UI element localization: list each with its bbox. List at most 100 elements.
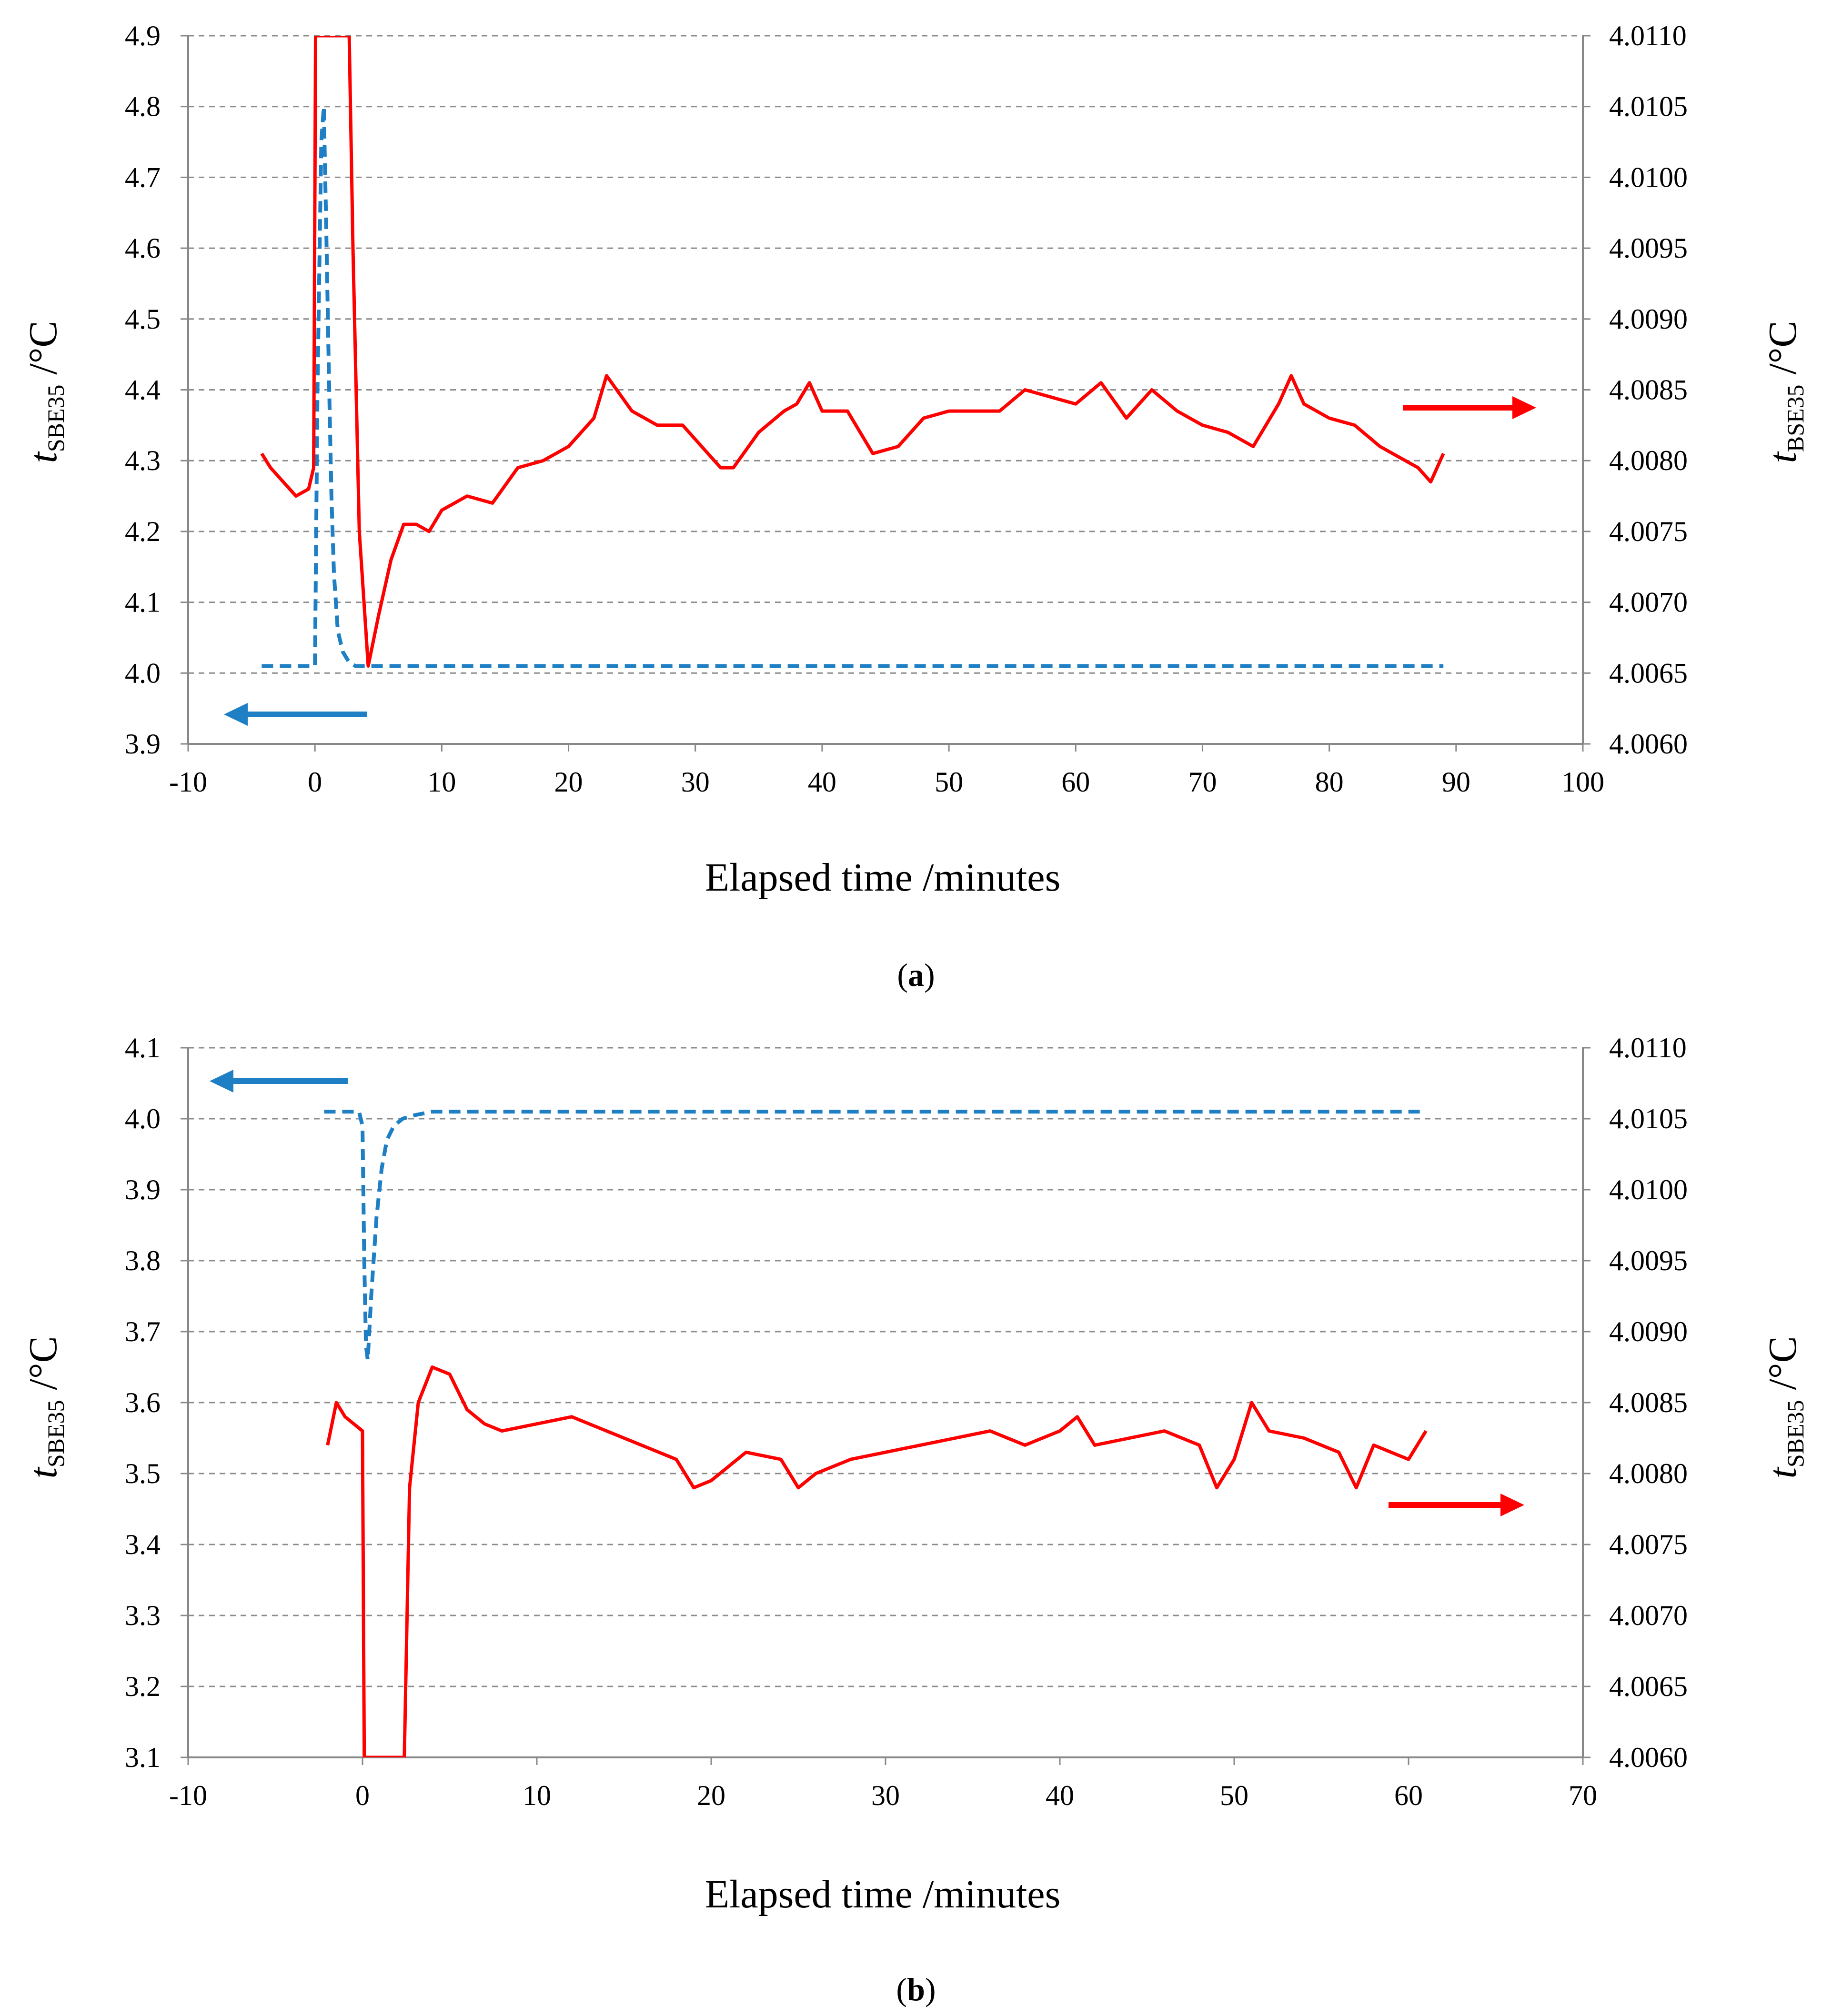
chart-b-arrow-right-head bbox=[1500, 1494, 1524, 1516]
chart-a: 3.9 4.0060 4.0 4.0065 4.1 4.0070 4.2 4.0075 4.3 4… bbox=[21, 20, 1809, 993]
chart-b-ytick-left: 3.2 bbox=[125, 1671, 161, 1702]
chart-a-ytick-right: 4.0085 bbox=[1609, 374, 1688, 406]
chart-b-ytick-right: 4.0100 bbox=[1609, 1174, 1688, 1205]
chart-b-ytick-right: 4.0095 bbox=[1609, 1245, 1688, 1276]
chart-b-xtick: 10 bbox=[523, 1780, 551, 1811]
chart-b-ytick-left: 3.1 bbox=[125, 1742, 161, 1773]
chart-b-ylabel-right-base: t bbox=[1761, 1466, 1805, 1479]
chart-b-ylabel-right-unit: /°C bbox=[1761, 1336, 1805, 1400]
chart-b-ytick-right: 4.0060 bbox=[1609, 1742, 1688, 1773]
chart-b-grid bbox=[188, 1047, 1583, 1687]
chart-b-ylabel-left: tSBE35 /°C bbox=[21, 1336, 69, 1478]
chart-a-ytick-left: 4.7 bbox=[125, 161, 161, 193]
chart-a-ylabel-right-base: t bbox=[1761, 451, 1805, 463]
chart-a-ytick-left: 4.1 bbox=[125, 587, 161, 618]
chart-b-ytick-left: 4.0 bbox=[125, 1103, 161, 1134]
chart-a-series-right-solid bbox=[260, 36, 1445, 668]
chart-b-xtick: 50 bbox=[1220, 1780, 1248, 1811]
chart-a-ylabel-left-base: t bbox=[21, 451, 65, 463]
chart-a-caption: (a) bbox=[897, 957, 935, 993]
chart-b-ytick-right: 4.0110 bbox=[1609, 1032, 1687, 1063]
chart-b-arrow-left-head bbox=[210, 1070, 233, 1093]
chart-a-xtick: -10 bbox=[169, 766, 207, 798]
chart-b-ytick-left: 4.1 bbox=[125, 1032, 161, 1063]
chart-a-ylabel-left-unit: /°C bbox=[21, 321, 65, 384]
chart-b-ytick-left: 3.3 bbox=[125, 1600, 161, 1631]
chart-a-xtick: 60 bbox=[1061, 766, 1090, 798]
chart-a-ylabel-right: tBSE35 /°C bbox=[1761, 321, 1809, 463]
chart-a-xtick: 40 bbox=[808, 766, 836, 798]
chart-b-xtick: 0 bbox=[355, 1780, 370, 1811]
chart-b-caption: (b) bbox=[896, 1971, 936, 2007]
chart-a-series-left-dashed bbox=[262, 104, 1444, 668]
chart-a-ytick-right: 4.0060 bbox=[1609, 728, 1688, 760]
chart-a-ytick-right: 4.0080 bbox=[1609, 445, 1688, 476]
chart-b-ylabel-right: tSBE35 /°C bbox=[1761, 1336, 1809, 1478]
chart-a-ytick-right: 4.0070 bbox=[1609, 587, 1688, 618]
chart-b-series-left-dashed bbox=[324, 1110, 1426, 1362]
chart-a-xtick: 20 bbox=[554, 766, 583, 798]
chart-a-grid bbox=[188, 35, 1583, 674]
chart-b-xtick: 70 bbox=[1569, 1780, 1597, 1811]
chart-b-ytick-left: 3.7 bbox=[125, 1316, 161, 1347]
chart-b-ytick-left: 3.8 bbox=[125, 1245, 161, 1276]
chart-a-ytick-right: 4.0105 bbox=[1609, 91, 1688, 122]
chart-a-ylabel-left: tSBE35 /°C bbox=[21, 321, 69, 463]
chart-b-ytick-right: 4.0090 bbox=[1609, 1316, 1688, 1347]
chart-a-ytick-left: 4.8 bbox=[125, 91, 161, 122]
chart-a-arrow-left-head bbox=[224, 703, 248, 726]
chart-b-ylabel-left-sub: SBE35 bbox=[42, 1400, 69, 1467]
chart-a-xtick: 50 bbox=[935, 766, 963, 798]
chart-b-ytick-right: 4.0105 bbox=[1609, 1103, 1688, 1134]
chart-a-axes bbox=[181, 35, 1590, 752]
chart-a-ytick-left: 4.5 bbox=[125, 303, 161, 335]
chart-a-series bbox=[260, 36, 1445, 668]
chart-a-arrow-right-head bbox=[1512, 396, 1536, 419]
chart-b-ylabel-right-sub: SBE35 bbox=[1782, 1400, 1809, 1467]
chart-a-xtick: 100 bbox=[1561, 766, 1604, 798]
chart-b-xtick: -10 bbox=[169, 1780, 207, 1811]
chart-a-ytick-left: 4.3 bbox=[125, 445, 161, 476]
chart-b-ytick-right: 4.0080 bbox=[1609, 1458, 1688, 1489]
chart-b-arrows bbox=[210, 1070, 1524, 1516]
chart-a-xtick: 70 bbox=[1188, 766, 1217, 798]
chart-a-ytick-right: 4.0100 bbox=[1609, 161, 1688, 193]
chart-b-ytick-left: 3.9 bbox=[125, 1174, 161, 1205]
chart-a-ytick-left: 4.9 bbox=[125, 20, 161, 51]
chart-a-ylabel-right-sub: BSE35 bbox=[1782, 384, 1809, 452]
chart-a-ytick-right: 4.0065 bbox=[1609, 657, 1688, 689]
chart-b-series bbox=[324, 1110, 1428, 1757]
chart-b-xlabel: Elapsed time /minutes bbox=[705, 1872, 1061, 1916]
chart-b-ytick-left: 3.6 bbox=[125, 1387, 161, 1418]
chart-a-ytick-right: 4.0095 bbox=[1609, 232, 1688, 264]
chart-b-caption-letter: b bbox=[907, 1971, 925, 2007]
chart-a-caption-letter: a bbox=[908, 957, 924, 993]
chart-b-ytick-left: 3.5 bbox=[125, 1458, 161, 1489]
chart-b-xtick: 40 bbox=[1046, 1780, 1074, 1811]
chart-b-ytick-left: 3.4 bbox=[125, 1529, 161, 1560]
chart-b-ytick-right: 4.0075 bbox=[1609, 1529, 1688, 1560]
chart-a-ytick-left: 3.9 bbox=[125, 728, 161, 760]
chart-b-ylabel-left-unit: /°C bbox=[21, 1336, 65, 1400]
chart-a-ytick-right: 4.0075 bbox=[1609, 516, 1688, 547]
chart-a-xtick: 90 bbox=[1442, 766, 1470, 798]
chart-a-ylabel-left-sub: SBE35 bbox=[42, 384, 69, 452]
chart-a-ytick-right: 4.0090 bbox=[1609, 303, 1688, 335]
chart-a-ytick-left: 4.2 bbox=[125, 516, 161, 547]
chart-a-ytick-left: 4.6 bbox=[125, 232, 161, 264]
chart-b-xtick: 60 bbox=[1394, 1780, 1423, 1811]
chart-a-xlabel: Elapsed time /minutes bbox=[705, 855, 1061, 900]
chart-b-xtick: 20 bbox=[697, 1780, 725, 1811]
chart-a-ytick-left: 4.0 bbox=[125, 657, 161, 689]
chart-a-ylabel-right-unit: /°C bbox=[1761, 321, 1805, 384]
chart-a-ticks: 3.9 4.0060 4.0 4.0065 4.1 4.0070 4.2 4.0075 4.3 4… bbox=[125, 20, 1688, 798]
chart-a-ytick-right: 4.0110 bbox=[1609, 20, 1687, 51]
chart-b-ytick-right: 4.0085 bbox=[1609, 1387, 1688, 1418]
chart-b-ylabel-left-base: t bbox=[21, 1466, 65, 1479]
chart-a-ytick-left: 4.4 bbox=[125, 374, 161, 406]
chart-a-arrows bbox=[224, 396, 1536, 726]
chart-a-xtick: 80 bbox=[1315, 766, 1344, 798]
